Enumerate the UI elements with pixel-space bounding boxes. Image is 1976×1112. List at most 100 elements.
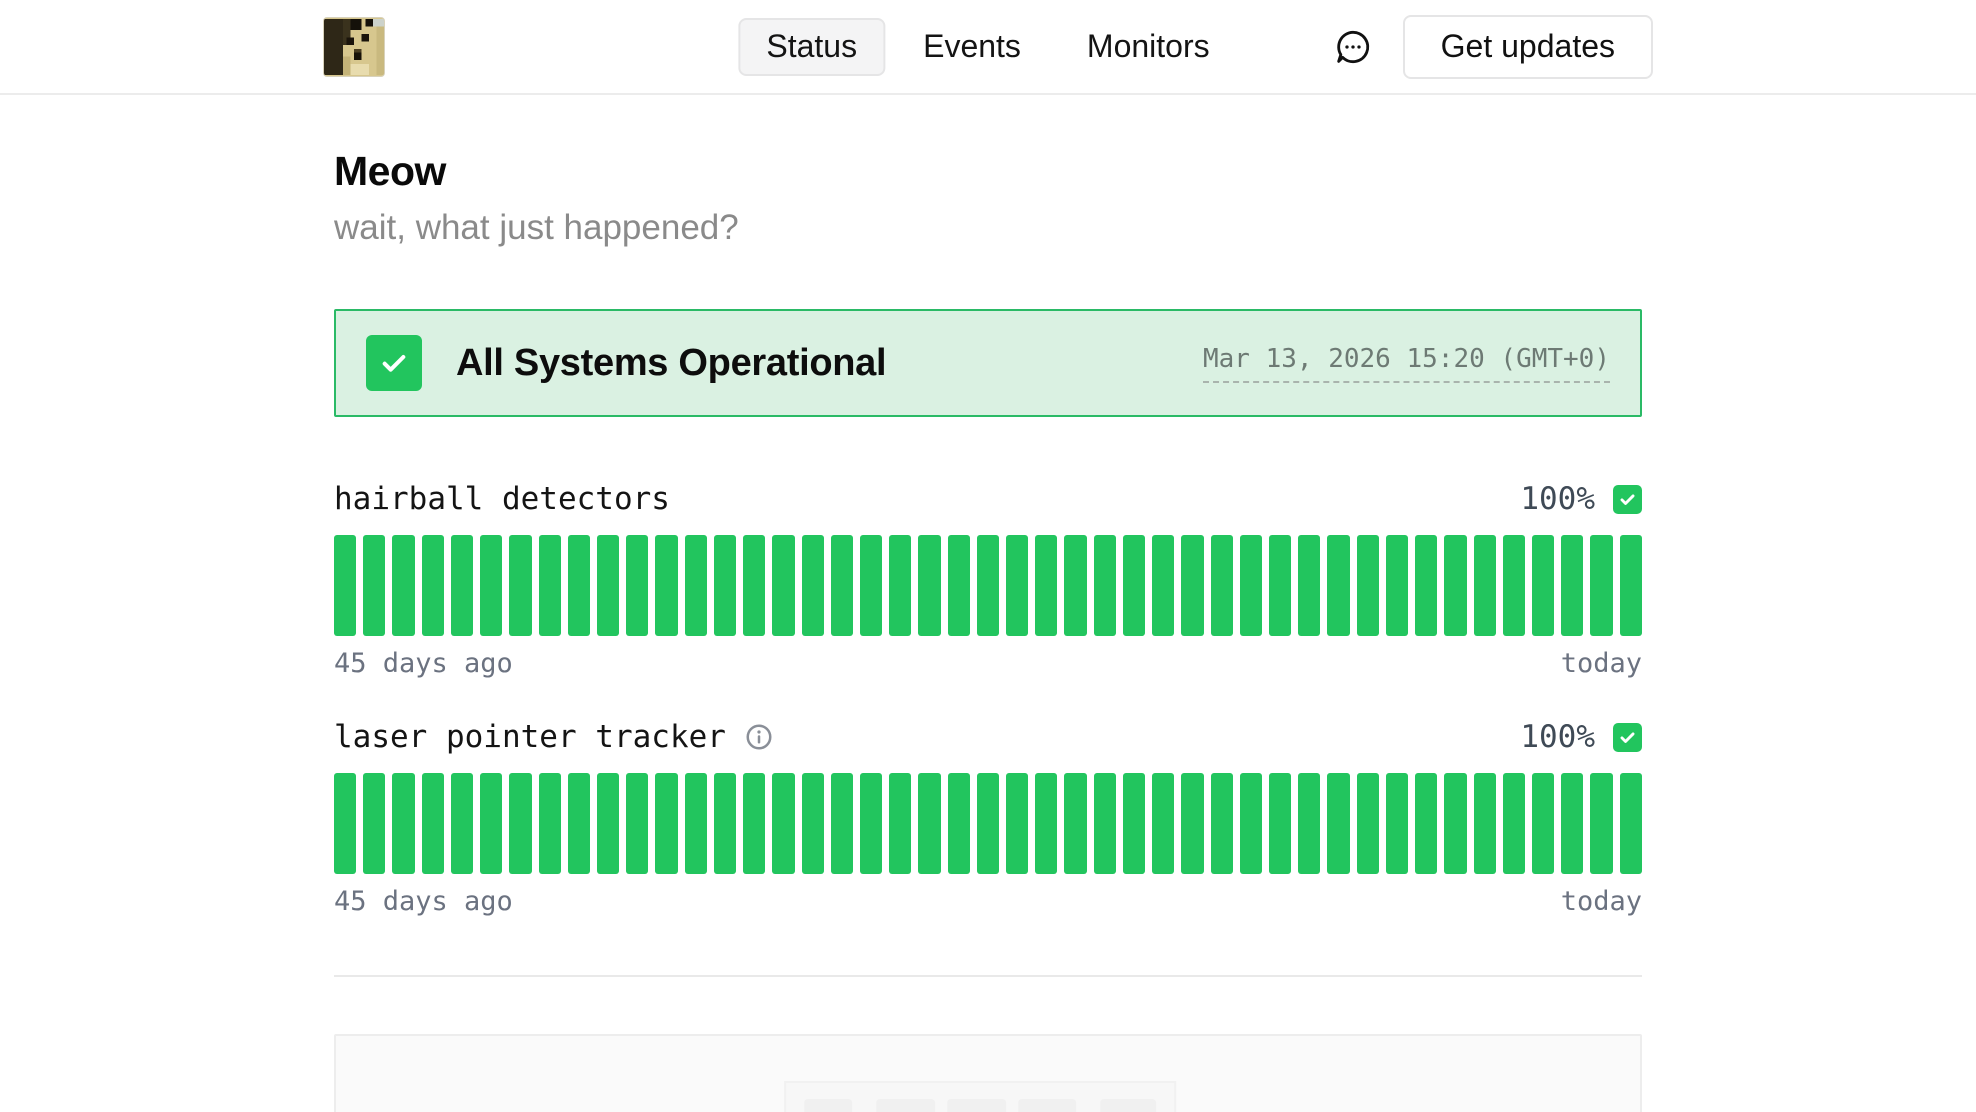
uptime-bar[interactable] (859, 535, 883, 636)
uptime-bar[interactable] (1239, 773, 1262, 874)
uptime-bar[interactable] (1444, 773, 1467, 874)
uptime-bar[interactable] (450, 773, 474, 874)
uptime-bar[interactable] (976, 773, 1000, 874)
uptime-bar[interactable] (1415, 773, 1438, 874)
uptime-bar[interactable] (1531, 535, 1555, 636)
uptime-bar[interactable] (480, 535, 503, 636)
uptime-bar[interactable] (1502, 773, 1525, 874)
uptime-bar[interactable] (1590, 535, 1613, 636)
uptime-bar[interactable] (334, 535, 357, 636)
uptime-bar[interactable] (918, 535, 941, 636)
uptime-bar[interactable] (743, 773, 766, 874)
uptime-bar[interactable] (801, 773, 824, 874)
uptime-bar[interactable] (626, 773, 649, 874)
uptime-bar[interactable] (363, 535, 386, 636)
uptime-bar[interactable] (889, 773, 912, 874)
uptime-bar[interactable] (772, 773, 795, 874)
uptime-bar[interactable] (743, 535, 766, 636)
tab-status[interactable]: Status (738, 17, 886, 76)
uptime-bar[interactable] (392, 773, 415, 874)
uptime-bar[interactable] (1152, 535, 1175, 636)
get-updates-button[interactable]: Get updates (1402, 14, 1653, 79)
uptime-bar[interactable] (976, 535, 1000, 636)
uptime-bar[interactable] (567, 773, 590, 874)
uptime-bar[interactable] (918, 773, 941, 874)
uptime-bar[interactable] (1473, 773, 1496, 874)
uptime-bar[interactable] (1064, 535, 1087, 636)
status-banner-timestamp[interactable]: Mar 13, 2026 15:20 (GMT+0) (1203, 344, 1610, 383)
monitor-info-button[interactable] (744, 722, 774, 752)
monitor-name: hairball detectors (334, 481, 670, 517)
uptime-bar[interactable] (1093, 773, 1116, 874)
uptime-bar[interactable] (1152, 773, 1175, 874)
uptime-bar[interactable] (1590, 773, 1613, 874)
uptime-bar[interactable] (1327, 535, 1350, 636)
uptime-bar[interactable] (1210, 773, 1233, 874)
uptime-bar[interactable] (1619, 773, 1642, 874)
uptime-bar[interactable] (1356, 535, 1379, 636)
uptime-bar[interactable] (509, 773, 532, 874)
uptime-bar[interactable] (1006, 773, 1029, 874)
uptime-bar[interactable] (713, 773, 737, 874)
uptime-bar[interactable] (1444, 535, 1467, 636)
uptime-bar[interactable] (947, 773, 970, 874)
uptime-bar[interactable] (713, 535, 737, 636)
uptime-bar[interactable] (1181, 773, 1204, 874)
uptime-bar[interactable] (889, 535, 912, 636)
tab-monitors[interactable]: Monitors (1059, 18, 1238, 76)
uptime-bar[interactable] (1385, 773, 1409, 874)
uptime-bar[interactable] (1327, 773, 1350, 874)
uptime-bar[interactable] (596, 535, 620, 636)
uptime-bar[interactable] (538, 773, 561, 874)
uptime-bar[interactable] (655, 535, 678, 636)
uptime-bar[interactable] (1561, 773, 1584, 874)
uptime-bar[interactable] (1210, 535, 1233, 636)
uptime-bar[interactable] (947, 535, 970, 636)
uptime-bar[interactable] (1385, 535, 1409, 636)
uptime-bar[interactable] (1035, 773, 1058, 874)
uptime-bar[interactable] (1239, 535, 1262, 636)
uptime-bar[interactable] (1181, 535, 1204, 636)
uptime-bar[interactable] (1269, 535, 1292, 636)
uptime-bar[interactable] (509, 535, 532, 636)
uptime-bar[interactable] (684, 773, 707, 874)
uptime-bar[interactable] (684, 535, 707, 636)
uptime-bar[interactable] (1356, 773, 1379, 874)
uptime-bar[interactable] (1093, 535, 1116, 636)
uptime-bar[interactable] (830, 773, 853, 874)
tab-events[interactable]: Events (895, 18, 1049, 76)
uptime-bar[interactable] (1415, 535, 1438, 636)
uptime-bar[interactable] (1502, 535, 1525, 636)
uptime-bar[interactable] (1298, 773, 1321, 874)
uptime-bar[interactable] (801, 535, 824, 636)
uptime-bar[interactable] (480, 773, 503, 874)
uptime-bar[interactable] (1531, 773, 1555, 874)
uptime-bar[interactable] (1035, 535, 1058, 636)
embed-preview-section (334, 1034, 1642, 1112)
uptime-bar[interactable] (626, 535, 649, 636)
uptime-bar[interactable] (1473, 535, 1496, 636)
uptime-bar[interactable] (772, 535, 795, 636)
uptime-bar[interactable] (1561, 535, 1584, 636)
uptime-bar[interactable] (1122, 773, 1146, 874)
uptime-bar[interactable] (655, 773, 678, 874)
uptime-bar[interactable] (830, 535, 853, 636)
uptime-bar[interactable] (1122, 535, 1146, 636)
uptime-bar[interactable] (450, 535, 474, 636)
feedback-button[interactable] (1333, 27, 1373, 67)
uptime-bar[interactable] (1619, 535, 1642, 636)
uptime-bar[interactable] (567, 535, 590, 636)
uptime-bar[interactable] (363, 773, 386, 874)
uptime-bar[interactable] (1269, 773, 1292, 874)
uptime-bar[interactable] (334, 773, 357, 874)
uptime-bar[interactable] (596, 773, 620, 874)
uptime-bar[interactable] (859, 773, 883, 874)
uptime-bar[interactable] (1006, 535, 1029, 636)
uptime-bar[interactable] (392, 535, 415, 636)
uptime-bar[interactable] (421, 535, 444, 636)
uptime-bar[interactable] (538, 535, 561, 636)
uptime-bar[interactable] (1298, 535, 1321, 636)
uptime-bar[interactable] (1064, 773, 1087, 874)
cat-logo[interactable] (323, 16, 385, 77)
uptime-bar[interactable] (421, 773, 444, 874)
